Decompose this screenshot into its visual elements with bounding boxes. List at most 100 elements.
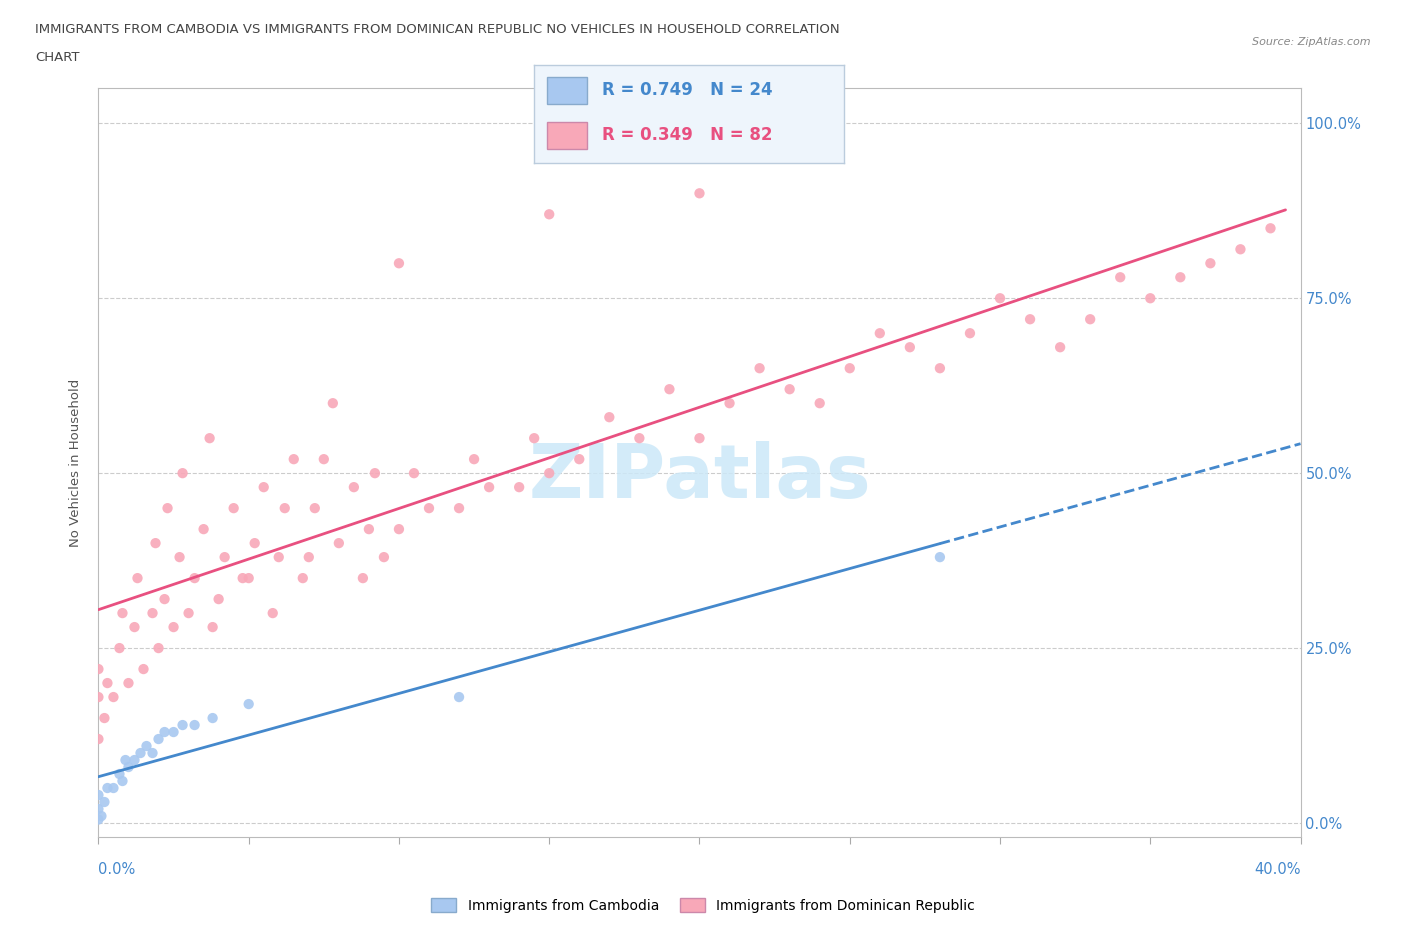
Point <box>1199 256 1222 271</box>
Point <box>373 550 395 565</box>
Point <box>214 550 236 565</box>
Point <box>172 718 194 733</box>
Point <box>658 382 681 397</box>
Point <box>201 711 224 725</box>
Point <box>243 536 266 551</box>
Point <box>262 605 284 620</box>
Point <box>232 571 254 586</box>
Point <box>87 802 110 817</box>
Legend: Immigrants from Cambodia, Immigrants from Dominican Republic: Immigrants from Cambodia, Immigrants fro… <box>426 893 980 919</box>
Point <box>568 452 591 467</box>
Point <box>238 571 260 586</box>
Point <box>183 718 205 733</box>
Point <box>748 361 770 376</box>
Point <box>124 752 146 767</box>
Point <box>689 186 711 201</box>
Point <box>129 746 152 761</box>
Point <box>145 536 167 551</box>
Text: IMMIGRANTS FROM CAMBODIA VS IMMIGRANTS FROM DOMINICAN REPUBLIC NO VEHICLES IN HO: IMMIGRANTS FROM CAMBODIA VS IMMIGRANTS F… <box>35 23 839 36</box>
Point <box>357 522 380 537</box>
Point <box>538 466 561 481</box>
Point <box>135 738 157 753</box>
Point <box>238 697 260 711</box>
Point <box>172 466 194 481</box>
Point <box>598 410 620 425</box>
Point <box>869 326 891 340</box>
Point <box>156 500 179 515</box>
Point <box>689 431 711 445</box>
Point <box>141 746 163 761</box>
Point <box>93 711 115 725</box>
Point <box>283 452 305 467</box>
Point <box>177 605 200 620</box>
Point <box>87 732 110 747</box>
Point <box>523 431 546 445</box>
Point <box>124 619 146 634</box>
Text: ZIPatlas: ZIPatlas <box>529 441 870 514</box>
Point <box>111 605 134 620</box>
Point <box>1260 220 1282 235</box>
Point <box>253 480 276 495</box>
Point <box>87 661 110 676</box>
Point <box>108 641 131 656</box>
Point <box>114 752 136 767</box>
Point <box>478 480 501 495</box>
Point <box>538 206 561 221</box>
Point <box>298 550 321 565</box>
Point <box>898 339 921 354</box>
Point <box>148 732 170 747</box>
Point <box>87 812 110 827</box>
Point <box>267 550 290 565</box>
Point <box>117 760 139 775</box>
Point <box>127 571 149 586</box>
Point <box>364 466 387 481</box>
Point <box>222 500 245 515</box>
Point <box>111 774 134 789</box>
Point <box>343 480 366 495</box>
Text: Source: ZipAtlas.com: Source: ZipAtlas.com <box>1253 37 1371 47</box>
Point <box>328 536 350 551</box>
Point <box>447 690 470 705</box>
Point <box>153 591 176 606</box>
Point <box>929 550 952 565</box>
Point <box>169 550 191 565</box>
Text: R = 0.749   N = 24: R = 0.749 N = 24 <box>602 81 773 99</box>
Point <box>304 500 326 515</box>
Point <box>929 361 952 376</box>
Point <box>96 780 118 795</box>
Point <box>274 500 297 515</box>
Text: 0.0%: 0.0% <box>98 862 135 877</box>
Point <box>312 452 335 467</box>
Point <box>1019 312 1042 326</box>
Point <box>988 291 1011 306</box>
Point <box>96 675 118 690</box>
Point <box>87 690 110 705</box>
Point <box>508 480 530 495</box>
Point <box>201 619 224 634</box>
Point <box>90 808 112 823</box>
Point <box>718 396 741 411</box>
FancyBboxPatch shape <box>547 122 586 149</box>
Point <box>141 605 163 620</box>
Point <box>808 396 831 411</box>
Point <box>1109 270 1132 285</box>
Point <box>198 431 221 445</box>
Point <box>388 522 411 537</box>
Point <box>838 361 860 376</box>
Point <box>103 690 125 705</box>
Text: 40.0%: 40.0% <box>1254 862 1301 877</box>
Point <box>103 780 125 795</box>
Point <box>447 500 470 515</box>
Point <box>153 724 176 739</box>
Text: R = 0.349   N = 82: R = 0.349 N = 82 <box>602 126 773 144</box>
Point <box>1078 312 1101 326</box>
Point <box>162 724 184 739</box>
Point <box>322 396 344 411</box>
Point <box>291 571 314 586</box>
Point <box>463 452 485 467</box>
Point <box>108 766 131 781</box>
Point <box>132 661 155 676</box>
Point <box>402 466 425 481</box>
Point <box>352 571 374 586</box>
Point <box>208 591 231 606</box>
